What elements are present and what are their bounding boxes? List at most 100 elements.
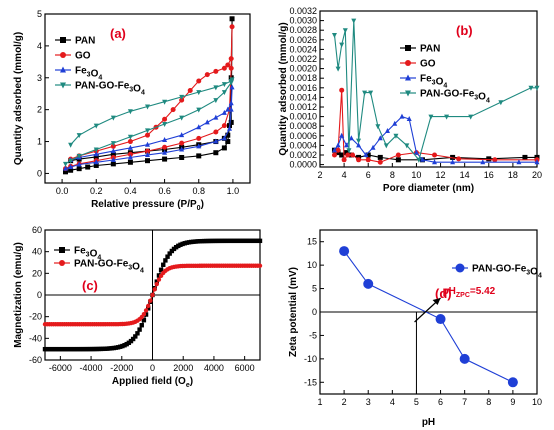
- data-point: [179, 140, 185, 146]
- data-point: [93, 162, 99, 168]
- y-tick-label: 0.0006: [289, 131, 317, 141]
- data-point: [187, 88, 193, 94]
- y-tick-label: 0.0000: [289, 160, 317, 170]
- y-tick-label: 0.0022: [289, 54, 317, 64]
- data-point: [127, 109, 133, 115]
- y-tick-label: 10: [307, 260, 317, 270]
- data-point: [196, 153, 202, 159]
- data-point: [165, 254, 170, 259]
- x-tick-label: 16: [484, 170, 494, 180]
- data-point: [146, 303, 151, 309]
- data-point: [127, 154, 133, 160]
- data-point: [76, 166, 82, 172]
- data-point: [110, 148, 116, 154]
- data-point: [331, 33, 337, 38]
- y-tick-label: -15: [304, 377, 317, 387]
- data-point: [221, 65, 227, 71]
- data-point: [404, 143, 410, 149]
- data-point: [141, 311, 147, 317]
- data-point: [348, 135, 354, 141]
- y-tick-label: 5: [312, 284, 317, 294]
- data-point: [365, 157, 371, 163]
- y-tick-label: -10: [304, 354, 317, 364]
- data-point: [127, 159, 133, 165]
- data-point: [170, 107, 176, 113]
- data-point: [331, 147, 337, 153]
- x-tick-label: -4000: [80, 363, 103, 373]
- data-point: [148, 298, 153, 303]
- data-point: [339, 42, 345, 48]
- y-axis-label: Magnetization (emu/g): [13, 242, 24, 348]
- panel-c: -6000 -4000 -2000 0 2000 4000 6000 -60 -40 -20 0 20…: [13, 225, 263, 389]
- legend-marker: [60, 82, 66, 89]
- data-point: [435, 314, 446, 325]
- y-tick-label: 0.0024: [289, 44, 317, 54]
- data-point: [213, 68, 219, 74]
- data-point: [221, 135, 227, 141]
- data-point: [162, 116, 168, 122]
- x-tick-label: -2000: [110, 363, 133, 373]
- data-point: [413, 149, 419, 155]
- data-point: [161, 262, 166, 267]
- data-point: [528, 85, 534, 91]
- data-point: [179, 146, 185, 152]
- data-point: [93, 151, 99, 157]
- data-point: [196, 143, 202, 149]
- data-point: [204, 72, 210, 78]
- data-point: [167, 251, 172, 256]
- data-point: [63, 161, 68, 167]
- panel-d: 1 2 3 4 5 6 7 8 9 10 -15 -10 -5 0 5 10 15 pH Zeta potentia…: [288, 229, 542, 428]
- x-tick-label: 0.0: [56, 186, 69, 196]
- x-axis-label: Relative pressure (P/P0): [91, 199, 204, 212]
- data-point: [63, 165, 68, 171]
- data-point: [127, 151, 133, 157]
- y-tick-label: 0.0004: [289, 140, 317, 150]
- series-2: [63, 84, 235, 171]
- annotation-arrowhead: [432, 298, 441, 305]
- data-point: [179, 132, 185, 138]
- y-tick-label: 0: [312, 307, 317, 317]
- data-point: [221, 82, 227, 88]
- legend-marker: [405, 60, 411, 66]
- data-point: [145, 141, 150, 147]
- data-point: [416, 157, 422, 163]
- y-tick-label: 0.0032: [289, 6, 317, 16]
- y-tick-label: 0.0014: [289, 92, 317, 102]
- data-point: [341, 157, 347, 163]
- data-point: [362, 90, 368, 96]
- x-tick-label: 4: [390, 397, 395, 407]
- y-tick-label: 60: [32, 225, 42, 235]
- data-point: [145, 158, 150, 164]
- data-point: [459, 353, 470, 364]
- data-point: [150, 292, 155, 298]
- legend-label: PAN-GO-Fe3O4: [74, 259, 144, 275]
- data-point: [85, 164, 91, 170]
- y-tick-label: 0.0012: [289, 102, 317, 112]
- data-point: [196, 78, 202, 84]
- data-point: [179, 115, 185, 121]
- x-tick-label: 20: [532, 170, 542, 180]
- y-tick-label: 0.0018: [289, 73, 317, 83]
- data-point: [213, 85, 219, 91]
- y-tick-label: 3: [37, 73, 42, 83]
- y-tick-label: 4: [37, 41, 42, 51]
- data-point: [196, 135, 202, 141]
- x-tick-label: 10: [411, 170, 421, 180]
- annotation-text: pHZPC=5.42: [443, 286, 496, 299]
- data-point: [228, 106, 234, 112]
- y-tick-label: -5: [309, 330, 317, 340]
- legend-marker: [405, 74, 411, 81]
- data-point: [392, 120, 398, 126]
- data-point: [346, 148, 352, 154]
- x-tick-label: 0.6: [158, 186, 171, 196]
- x-tick-label: 0.8: [192, 186, 205, 196]
- data-point: [221, 123, 227, 129]
- panel-a: 0.0 0.2 0.4 0.6 0.8 1.0 0 1 2 3 4 5 Relative pressur…: [13, 9, 251, 212]
- data-point: [162, 122, 168, 128]
- data-point: [365, 152, 371, 158]
- data-point: [228, 65, 234, 71]
- y-axis-label: Quantity adsorbed (mmol/g): [278, 22, 289, 155]
